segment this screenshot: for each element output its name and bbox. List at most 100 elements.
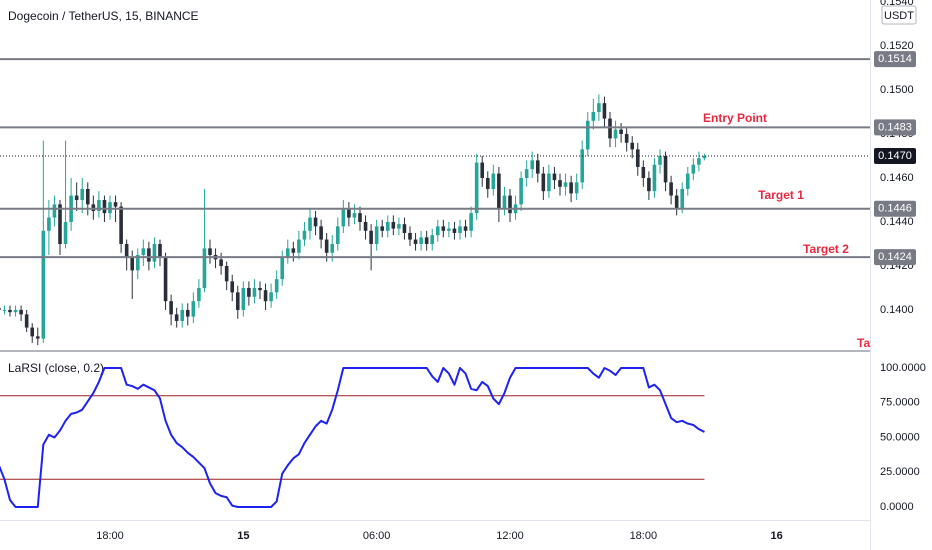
price-level-badge <box>874 51 916 68</box>
candle-body <box>330 243 335 253</box>
candle-body <box>424 237 429 244</box>
candle-body <box>547 173 551 192</box>
candle-body <box>258 287 262 291</box>
candle-body <box>97 199 101 211</box>
candle-body <box>435 226 440 236</box>
candle-body <box>691 164 696 174</box>
candle-body <box>85 188 90 205</box>
candle-body <box>358 213 362 222</box>
x-tick-label: 15 <box>237 530 249 542</box>
candle-body <box>252 287 257 297</box>
candle-body <box>558 180 562 187</box>
annotation: Target 2 <box>803 242 849 256</box>
candle-body <box>391 221 396 229</box>
candle-body <box>180 309 185 321</box>
candle-body <box>13 309 18 313</box>
y-tick-label: 50.0000 <box>880 431 920 443</box>
candle-body <box>674 195 679 209</box>
candle-body <box>380 226 385 231</box>
candle-body <box>458 226 462 233</box>
price-level-label: 0.1514 <box>878 53 912 65</box>
candle-body <box>202 248 207 288</box>
candle-body <box>313 217 318 227</box>
candle-body <box>463 226 468 231</box>
candle-body <box>408 232 412 240</box>
candle-body <box>163 257 168 302</box>
candle-body <box>469 213 473 231</box>
candle-body <box>363 221 368 231</box>
candle-body <box>47 217 51 231</box>
y-tick-label: 0.1520 <box>880 40 914 52</box>
annotation: Ta <box>857 336 870 350</box>
candle-body <box>347 208 351 218</box>
candle-body <box>263 290 268 302</box>
candle-body <box>80 188 85 200</box>
candle-body <box>608 118 612 139</box>
candle-body <box>135 254 140 271</box>
candle-body <box>497 173 501 209</box>
candle-body <box>297 239 301 253</box>
y-tick-label: 25.0000 <box>880 466 920 478</box>
candle-body <box>441 226 446 231</box>
candle-body <box>158 243 162 258</box>
chart-title: Dogecoin / TetherUS, 15, BINANCE <box>8 9 199 23</box>
candle-body <box>241 287 246 310</box>
price-level-label: 0.1483 <box>878 121 912 133</box>
rsi-line <box>0 366 705 508</box>
candle-body <box>635 149 640 167</box>
candle-body <box>219 259 223 266</box>
candle-body <box>652 164 657 192</box>
candle-body <box>647 177 651 192</box>
candle-body <box>563 182 568 187</box>
candle-body <box>113 202 118 207</box>
candle-body <box>291 248 296 253</box>
y-tick-label: 0.1540 <box>880 0 914 8</box>
y-tick-label: 0.0000 <box>880 501 914 513</box>
price-level-badge <box>874 249 916 266</box>
candle-body <box>597 103 601 112</box>
candle-body <box>58 204 62 244</box>
candle-body <box>197 287 201 302</box>
y-tick-label: 0.1460 <box>880 172 914 184</box>
candle-body <box>352 213 357 218</box>
candle-body <box>308 217 312 231</box>
candle-body <box>685 173 690 189</box>
y-tick-label: 0.1500 <box>880 84 914 96</box>
candle-body <box>474 162 479 214</box>
candle-body <box>480 162 485 178</box>
candle-body <box>658 155 662 165</box>
candle-body <box>269 292 273 302</box>
last-price-badge <box>874 147 916 164</box>
x-tick-label: 16 <box>771 530 783 542</box>
candle-body <box>141 248 146 255</box>
candle-body <box>91 204 96 211</box>
candle-body <box>569 182 573 194</box>
candle-body <box>102 199 107 214</box>
candle-body <box>502 195 507 209</box>
price-level-badge <box>874 200 916 217</box>
candle-body <box>174 314 179 321</box>
candle-body <box>0 307 1 310</box>
candle-body <box>535 160 540 174</box>
candle-body <box>574 182 579 194</box>
candle-body <box>452 228 457 233</box>
currency-badge <box>881 5 917 25</box>
candle-body <box>52 204 57 218</box>
price-level-label: 0.1446 <box>878 203 912 215</box>
candle-body <box>108 202 112 214</box>
price-level-badge <box>874 119 916 136</box>
candle-body <box>580 149 585 183</box>
candle-body <box>274 279 279 293</box>
candle-body <box>397 224 401 229</box>
indicator-title: LaRSI (close, 0.2) <box>8 361 104 375</box>
candle-body <box>230 281 235 293</box>
candle-body <box>374 226 379 244</box>
candle-body <box>624 133 629 143</box>
candle-body <box>41 230 46 339</box>
candle-body <box>619 129 623 134</box>
candle-body <box>324 239 329 253</box>
candle-body <box>385 221 390 231</box>
candle-body <box>447 228 451 231</box>
annotation: Target 1 <box>758 188 804 202</box>
